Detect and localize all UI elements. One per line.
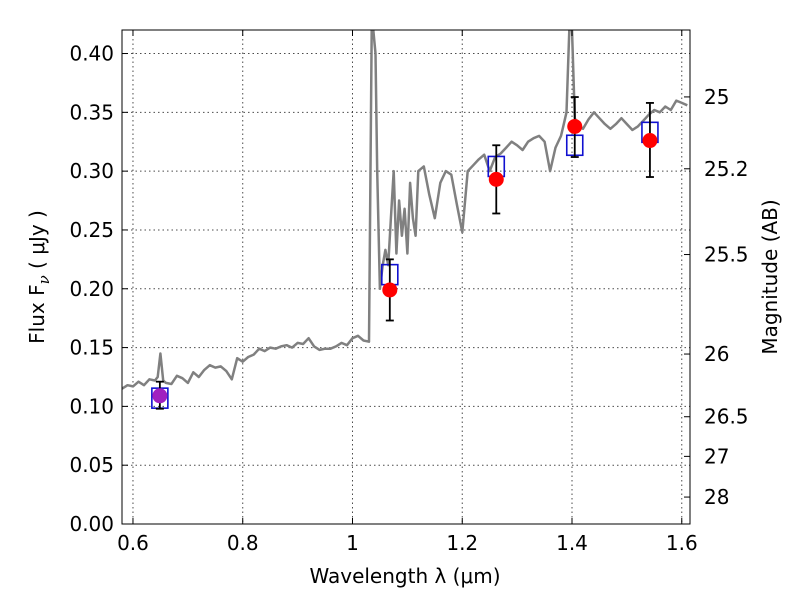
y-tick-label: 0.20: [69, 277, 114, 301]
photometry-points: [151, 96, 659, 410]
y-tick-label: 0.05: [69, 453, 114, 477]
x-tick-label: 1.2: [446, 531, 478, 555]
y-tick-label: 0.10: [69, 394, 114, 418]
axes: 0.6 0.8 1 1.2 1.4 1.6 0.00 0.05 0.10 0.15 0.20 0.25…: [69, 30, 749, 555]
y-axis-title-unit: ( μJy ): [25, 210, 49, 275]
observed-photometry-point: [567, 118, 583, 134]
x-tick-label: 1.4: [556, 531, 588, 555]
x-tick-label: 0.6: [117, 531, 149, 555]
mag-tick-label: 26: [704, 342, 729, 366]
grid-lines: [122, 30, 690, 524]
y-tick-label: 0.40: [69, 42, 114, 66]
observed-photometry-point: [382, 282, 398, 298]
x-tick-label: 0.8: [227, 531, 259, 555]
x-tick-label: 1: [346, 531, 359, 555]
mag-tick-label: 28: [704, 485, 729, 509]
y-tick-label: 0.30: [69, 159, 114, 183]
plot-frame: [121, 29, 691, 525]
y-axis-title: Flux Fν ( μJy ): [25, 210, 53, 344]
y-tick-label: 0.00: [69, 512, 114, 536]
y-tick-label: 0.35: [69, 100, 114, 124]
observed-photometry-point: [488, 171, 504, 187]
mag-tick-label: 25.5: [704, 243, 749, 267]
mag-tick-label: 26.5: [704, 405, 749, 429]
x-axis-title: Wavelength λ (μm): [309, 564, 500, 588]
x-tick-label: 1.6: [666, 531, 698, 555]
observed-photometry-point: [152, 388, 168, 404]
y2-axis-title: Magnitude (AB): [758, 199, 782, 354]
mag-tick-label: 25: [704, 85, 729, 109]
y-tick-label: 0.25: [69, 218, 114, 242]
y-axis-title-subscript: ν: [35, 275, 53, 284]
y-tick-label: 0.15: [69, 336, 114, 360]
mag-tick-label: 27: [704, 444, 729, 468]
observed-photometry-point: [642, 133, 658, 149]
mag-tick-label: 25.2: [704, 157, 749, 181]
